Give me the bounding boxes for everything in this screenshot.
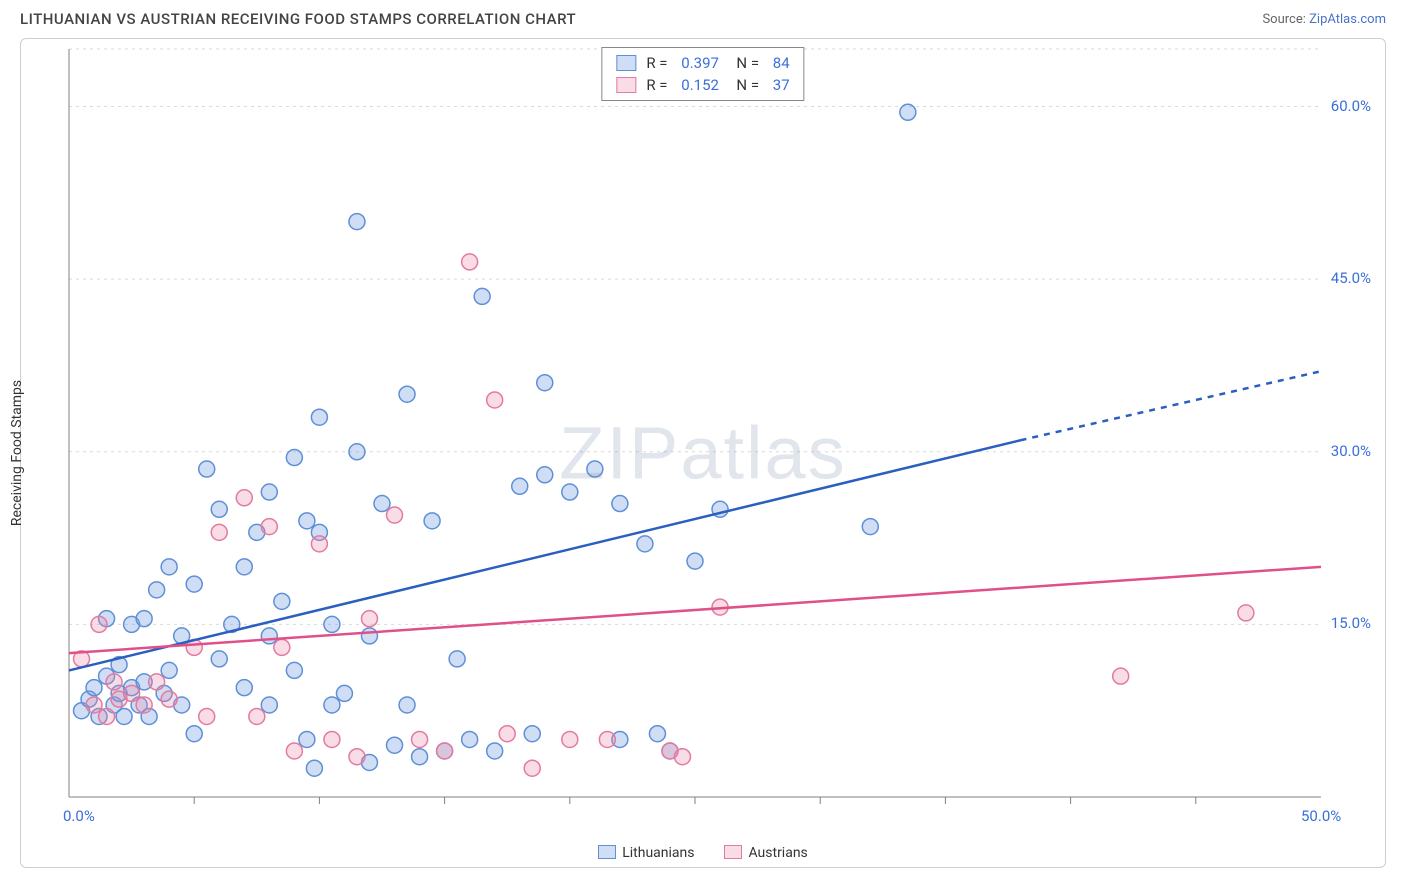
- swatch-icon: [616, 77, 636, 93]
- correlation-legend: R = 0.397 N = 84 R = 0.152 N = 37: [601, 47, 804, 101]
- legend-item: Lithuanians: [598, 845, 694, 861]
- correlation-row: R = 0.152 N = 37: [602, 74, 803, 96]
- y-tick-label: 60.0%: [1331, 97, 1371, 115]
- y-tick-label: 45.0%: [1331, 269, 1371, 287]
- chart-container: Receiving Food Stamps ZIPatlas R = 0.397…: [20, 38, 1386, 868]
- legend-item: Austrians: [724, 845, 807, 861]
- y-axis-label: Receiving Food Stamps: [9, 380, 25, 526]
- correlation-row: R = 0.397 N = 84: [602, 52, 803, 74]
- swatch-icon: [598, 845, 616, 859]
- x-tick-label: 50.0%: [1301, 807, 1341, 825]
- source-credit: Source: ZipAtlas.com: [1262, 12, 1386, 27]
- y-tick-label: 15.0%: [1331, 614, 1371, 632]
- scatter-plot: [21, 39, 1381, 827]
- swatch-icon: [616, 55, 636, 71]
- source-link[interactable]: ZipAtlas.com: [1309, 12, 1386, 27]
- chart-title: LITHUANIAN VS AUSTRIAN RECEIVING FOOD ST…: [20, 10, 576, 28]
- y-tick-label: 30.0%: [1331, 442, 1371, 460]
- chart-header: LITHUANIAN VS AUSTRIAN RECEIVING FOOD ST…: [0, 0, 1406, 34]
- swatch-icon: [724, 845, 742, 859]
- series-legend: Lithuanians Austrians: [21, 845, 1385, 861]
- x-tick-label: 0.0%: [63, 807, 95, 825]
